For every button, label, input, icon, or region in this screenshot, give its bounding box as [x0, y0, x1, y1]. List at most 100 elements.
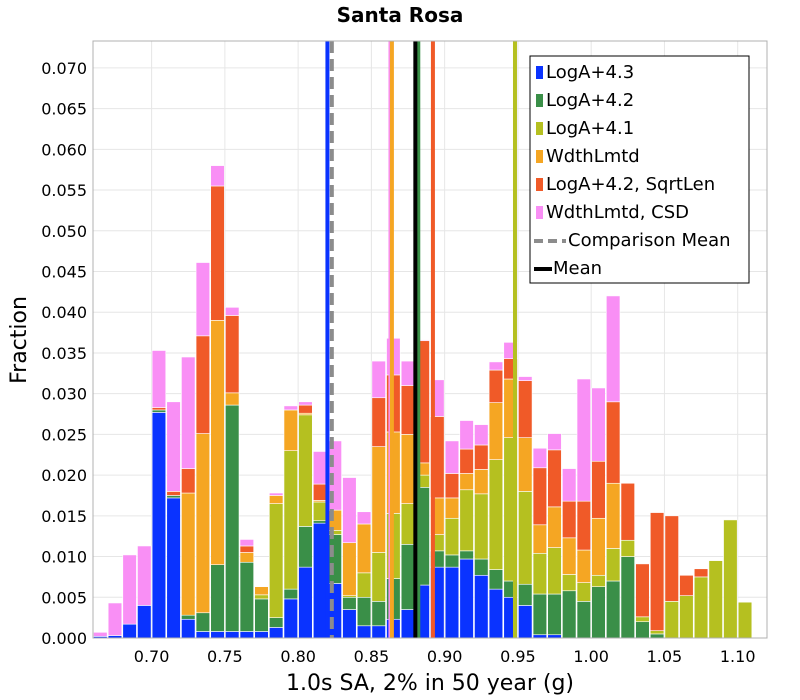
bar-segment — [371, 601, 386, 627]
bar-segment — [400, 609, 416, 638]
bar-segment — [474, 574, 489, 638]
bar-segment — [591, 574, 606, 587]
bar-segment — [400, 360, 416, 386]
bar-segment — [269, 617, 284, 628]
y-tick-label: 0.010 — [41, 548, 87, 567]
y-tick-label: 0.070 — [41, 59, 87, 78]
y-tick-label: 0.000 — [41, 629, 87, 648]
bar-segment — [195, 631, 211, 638]
bar-segment — [181, 468, 196, 494]
x-tick-label: 1.00 — [573, 647, 609, 666]
bar-segment — [298, 566, 313, 638]
bar-segment — [518, 380, 533, 438]
bar-segment — [562, 590, 577, 638]
bar-segment — [518, 376, 533, 381]
bar-segment — [356, 523, 372, 574]
y-tick-label: 0.040 — [41, 303, 87, 322]
bar-segment — [606, 401, 621, 484]
bar-segment — [342, 477, 357, 544]
bar-segment — [356, 596, 372, 627]
x-tick-label: 0.75 — [207, 647, 243, 666]
legend-label: LogA+4.1 — [546, 118, 634, 139]
bar-segment — [649, 633, 665, 638]
bar-segment — [210, 165, 225, 187]
bar-segment — [693, 576, 709, 638]
bar-segment — [562, 468, 577, 502]
bar-segment — [166, 497, 181, 638]
bar-segment — [591, 586, 606, 638]
bar-segment — [312, 483, 328, 501]
legend-swatch — [536, 66, 543, 79]
bar-segment — [591, 387, 606, 462]
x-tick-label: 1.05 — [647, 647, 683, 666]
bar-segment — [195, 335, 211, 434]
y-tick-label: 0.005 — [41, 588, 87, 607]
bar-segment — [283, 409, 298, 451]
y-tick-label: 0.045 — [41, 262, 87, 281]
bar-segment — [723, 519, 738, 638]
bar-segment — [474, 558, 489, 576]
bar-segment — [474, 469, 489, 495]
bar-segment — [459, 420, 474, 450]
legend-item: WdthLmtd — [536, 146, 640, 167]
bar-segment — [576, 378, 591, 502]
legend-label: LogA+4.2 — [546, 90, 634, 111]
legend-item: WdthLmtd, CSD — [536, 202, 689, 223]
bar-segment — [679, 595, 694, 638]
y-axis-title: Fraction — [7, 296, 32, 384]
bar-segment — [151, 412, 167, 638]
bar-segment — [532, 447, 548, 469]
bar-segment — [371, 625, 386, 638]
bar-segment — [122, 554, 137, 625]
bar-segment — [664, 515, 679, 602]
bar-segment — [225, 392, 240, 406]
y-tick-label: 0.035 — [41, 344, 87, 363]
bar-segment — [137, 605, 152, 638]
bar-segment — [459, 448, 474, 474]
bar-segment — [298, 404, 313, 414]
bar-segment — [606, 482, 621, 549]
plot-frame — [92, 40, 768, 639]
legend-item: LogA+4.2, SqrtLen — [536, 174, 715, 195]
bar-segment — [312, 522, 328, 638]
bar-segment — [166, 495, 181, 499]
bar-segment — [239, 561, 254, 632]
bar-segment — [356, 511, 372, 525]
bar-segment — [225, 404, 240, 632]
bar-segment — [210, 320, 225, 565]
legend-label: Comparison Mean — [568, 230, 731, 251]
bar-segment — [576, 549, 591, 583]
bar-segment — [606, 548, 621, 582]
bar-segment — [342, 596, 357, 610]
bar-segment — [298, 401, 313, 406]
bar-segment — [562, 500, 577, 539]
y-tick-label: 0.030 — [41, 385, 87, 404]
bar-segment — [137, 545, 152, 606]
bar-segment — [195, 262, 211, 337]
bar-segment — [166, 491, 181, 496]
bar-segment — [488, 588, 504, 638]
legend-item: Mean — [534, 258, 602, 279]
bar-segment — [635, 621, 650, 638]
legend-swatch — [536, 150, 543, 163]
bar-segment — [649, 630, 665, 635]
y-tick-label: 0.060 — [41, 140, 87, 159]
bar-segment — [269, 503, 284, 618]
bar-segment — [547, 593, 562, 636]
bar-segment — [532, 467, 548, 526]
y-tick-label: 0.020 — [41, 466, 87, 485]
bar-segment — [444, 473, 460, 499]
bar-segment — [181, 356, 196, 469]
bar-segment — [371, 360, 386, 399]
legend-swatch — [536, 206, 543, 219]
bar-segment — [195, 433, 211, 614]
legend-item: LogA+4.3 — [536, 62, 634, 83]
legend-box — [529, 55, 750, 284]
bar-segment — [181, 492, 196, 616]
bar-segment — [181, 614, 196, 620]
bar-segment — [459, 489, 474, 552]
bar-segment — [283, 450, 298, 590]
bar-segment — [444, 554, 460, 568]
